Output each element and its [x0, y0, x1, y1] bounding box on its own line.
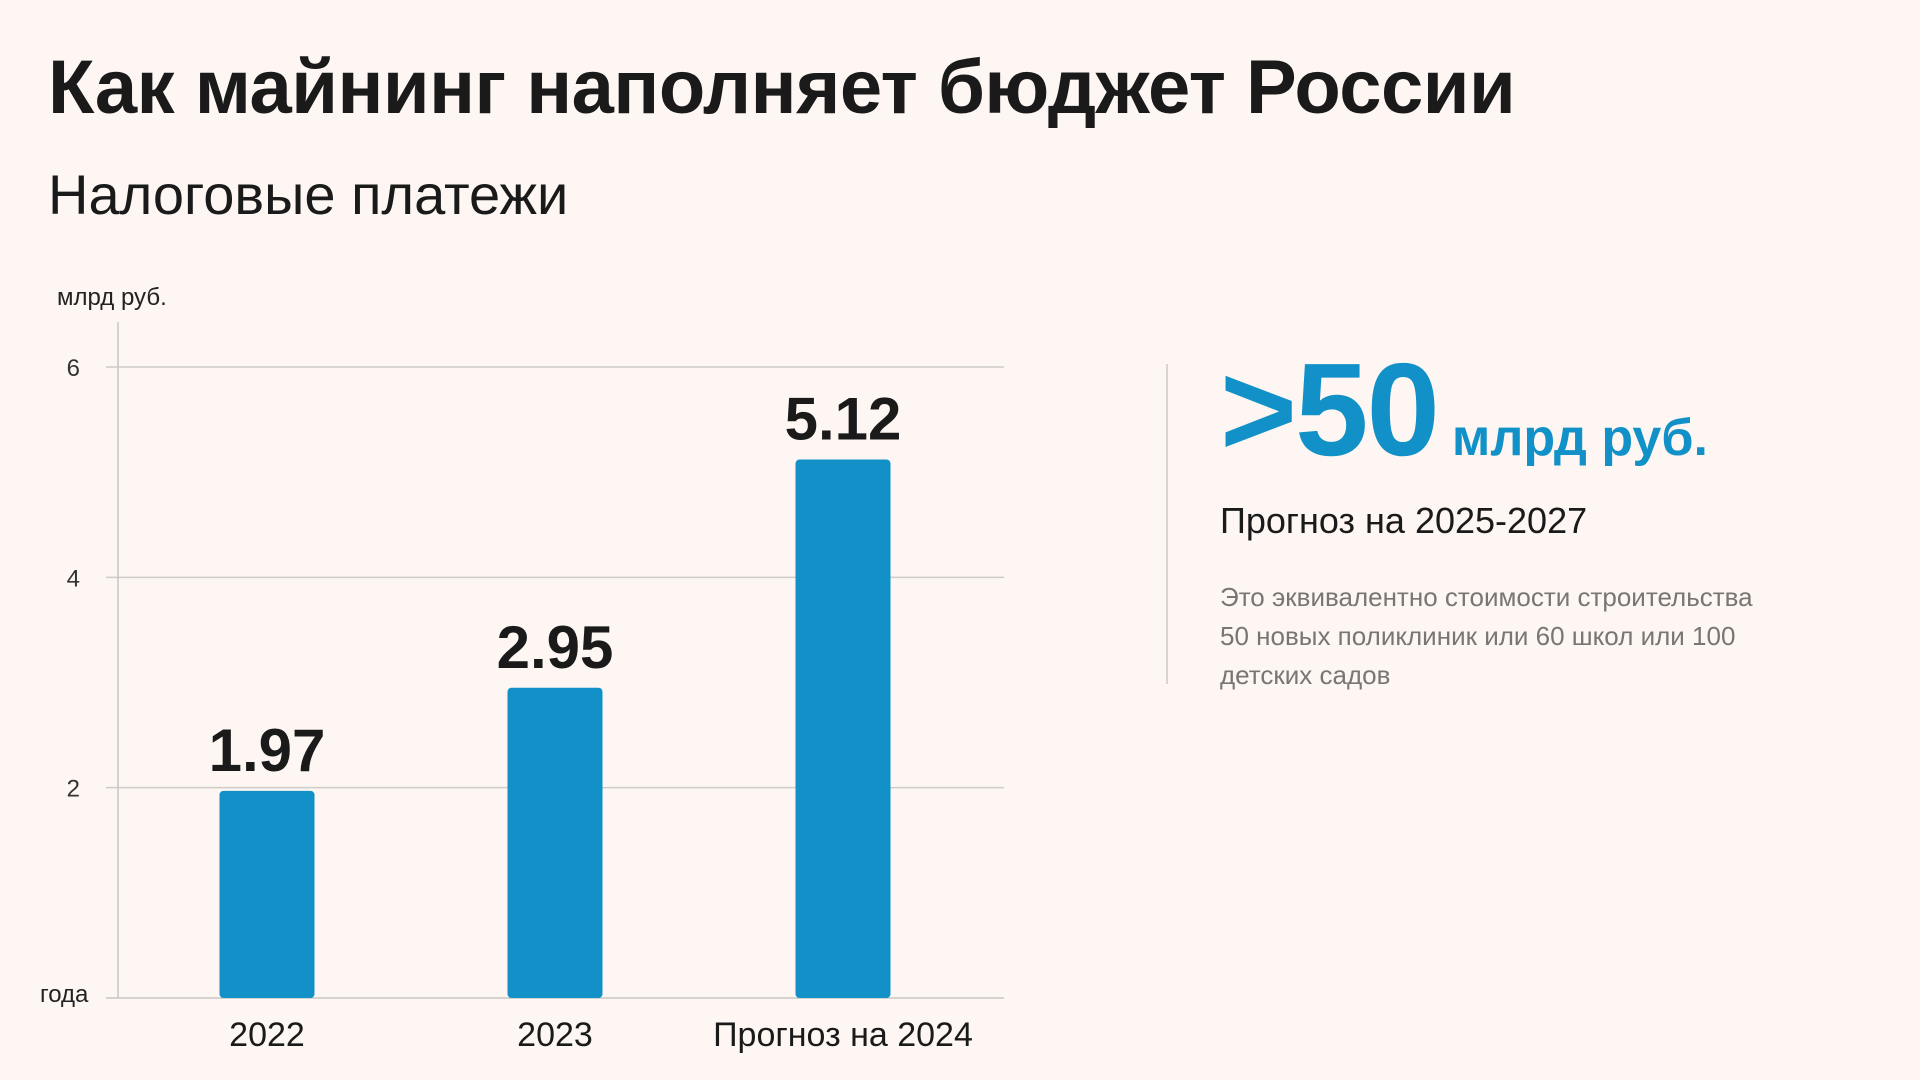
- bar-value-label: 2.95: [497, 614, 614, 681]
- y-tick-label-6: 6: [67, 355, 80, 382]
- forecast-value: >50: [1220, 336, 1440, 483]
- chart-bars: 1.97 2022 2.95 2023 5.12 Прогноз на 2024: [209, 386, 973, 1054]
- bar-group-0: 1.97 2022: [209, 717, 326, 1054]
- y-tick-label-2: 2: [67, 776, 80, 803]
- y-axis-unit-label: млрд руб.: [57, 284, 167, 311]
- section-divider: [1166, 364, 1168, 684]
- y-tick-label-4: 4: [67, 565, 80, 592]
- bar-2022: [219, 790, 315, 998]
- y-axis-ticks: 2 4 6: [67, 355, 80, 803]
- bar-Прогноз на 2024: [795, 459, 891, 999]
- bar-value-label: 1.97: [209, 717, 326, 784]
- page-subtitle: Налоговые платежи: [48, 163, 569, 226]
- forecast-unit: млрд руб.: [1451, 409, 1708, 467]
- x-axis-unit-label: года: [40, 981, 89, 1008]
- bar-group-1: 2.95 2023: [497, 614, 614, 1054]
- bar-2023: [507, 687, 603, 998]
- x-category-label: 2023: [517, 1016, 593, 1054]
- forecast-highlight: >50 млрд руб. Прогноз на 2025-2027 Это э…: [1220, 340, 1860, 695]
- bar-group-2: 5.12 Прогноз на 2024: [713, 386, 973, 1054]
- x-category-label: 2022: [229, 1016, 305, 1054]
- tax-payments-bar-chart: млрд руб. 2 4 6 года 1.97 2022 2.95 2023 5.12 П…: [40, 284, 1004, 1054]
- page-title: Как майнинг наполняет бюджет России: [48, 45, 1516, 130]
- bar-value-label: 5.12: [785, 386, 902, 453]
- x-category-label: Прогноз на 2024: [713, 1016, 973, 1054]
- forecast-amount: >50 млрд руб.: [1220, 340, 1860, 480]
- forecast-note: Это эквивалентно стоимости строительства…: [1220, 582, 1753, 690]
- forecast-period: Прогноз на 2025-2027: [1220, 500, 1588, 541]
